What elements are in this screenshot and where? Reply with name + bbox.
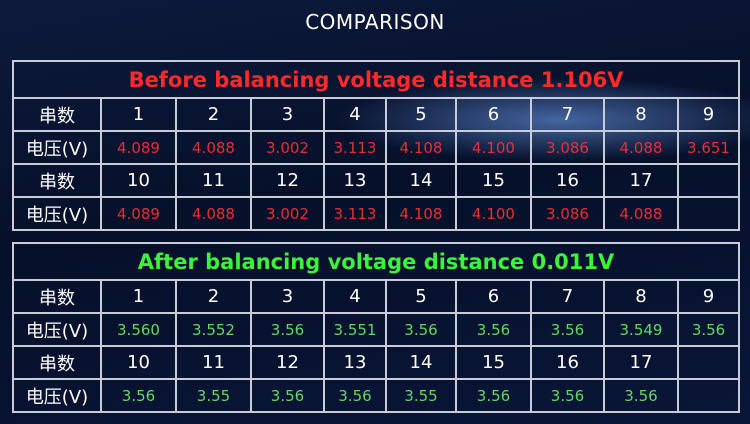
cell-number-cell: 6 — [455, 97, 532, 132]
row-label: 电压(V) — [12, 378, 102, 413]
voltage-cell: 3.56 — [323, 378, 387, 413]
cell-number-cell: 15 — [455, 163, 532, 198]
row-label: 串数 — [12, 345, 102, 380]
cell-number-cell: 13 — [323, 163, 387, 198]
voltage-cell: 3.086 — [530, 196, 605, 231]
voltage-cell: 3.56 — [250, 378, 325, 413]
cell-number-cell: 15 — [455, 345, 532, 380]
table-row: 串数 1 2 3 4 5 6 7 8 9 — [12, 279, 741, 314]
table-row: 电压(V) 4.089 4.088 3.002 3.113 4.108 4.100 3.086… — [12, 196, 740, 231]
voltage-cell: 3.560 — [100, 312, 177, 347]
cell-number-cell: 11 — [175, 163, 252, 198]
voltage-cell: 3.56 — [603, 378, 679, 413]
cell-number-cell: 14 — [385, 345, 457, 380]
cell-number-cell: 17 — [603, 163, 679, 198]
cell-number-cell: 8 — [603, 97, 679, 132]
table-row: 电压(V) 4.089 4.088 3.002 3.113 4.108 4.100 3.086… — [12, 130, 740, 165]
voltage-cell: 3.56 — [385, 312, 457, 347]
heading-row: After balancing voltage distance 0.011V — [11, 242, 741, 281]
voltage-cell: 4.108 — [385, 196, 457, 231]
voltage-cell: 4.108 — [385, 130, 457, 165]
voltage-cell: 4.088 — [603, 130, 679, 165]
cell-number-cell: 10 — [100, 163, 177, 198]
voltage-cell: 3.56 — [455, 312, 532, 347]
voltage-cell: 3.551 — [323, 312, 387, 347]
cell-number-cell: 4 — [323, 279, 387, 314]
voltage-cell: 3.002 — [250, 130, 325, 165]
cell-number-cell: 8 — [603, 279, 679, 314]
cell-number-cell: 3 — [250, 97, 325, 132]
row-label: 电压(V) — [12, 196, 102, 231]
voltage-cell: 3.56 — [530, 312, 605, 347]
cell-number-cell: 16 — [530, 163, 605, 198]
cell-number-cell: 16 — [530, 345, 605, 380]
voltage-cell: 3.651 — [677, 130, 740, 165]
empty-cell — [676, 378, 741, 413]
voltage-cell: 3.113 — [323, 130, 387, 165]
voltage-cell: 4.088 — [175, 196, 252, 231]
cell-number-cell: 5 — [385, 279, 457, 314]
cell-number-cell: 17 — [603, 345, 679, 380]
row-label: 串数 — [12, 279, 102, 314]
voltage-cell: 3.56 — [250, 312, 325, 347]
voltage-cell: 3.549 — [603, 312, 679, 347]
cell-number-cell: 7 — [530, 279, 605, 314]
table-row: 串数 1 2 3 4 5 6 7 8 9 — [12, 97, 740, 132]
cell-number-cell: 2 — [175, 279, 252, 314]
voltage-cell: 3.56 — [676, 312, 741, 347]
cell-number-cell: 14 — [385, 163, 457, 198]
voltage-cell: 3.56 — [100, 378, 177, 413]
cell-number-cell: 6 — [455, 279, 532, 314]
table-row: 电压(V) 3.56 3.55 3.56 3.56 3.55 3.56 3.56 3.56 — [12, 378, 741, 413]
voltage-cell: 4.088 — [603, 196, 679, 231]
voltage-cell: 3.55 — [385, 378, 457, 413]
empty-cell — [677, 196, 740, 231]
empty-cell — [677, 163, 740, 198]
heading-row: Before balancing voltage distance 1.106V — [12, 60, 740, 99]
comparison-table: Before balancing voltage distance 1.106V… — [12, 60, 740, 231]
cell-number-cell: 1 — [100, 97, 177, 132]
voltage-cell: 3.56 — [455, 378, 532, 413]
voltage-cell: 3.086 — [530, 130, 605, 165]
empty-cell — [676, 345, 741, 380]
title: COMPARISON — [305, 10, 445, 34]
cell-number-cell: 7 — [530, 97, 605, 132]
comparison-table: After balancing voltage distance 0.011V 串… — [11, 242, 741, 413]
table-heading: Before balancing voltage distance 1.106V — [12, 60, 740, 99]
cell-number-cell: 10 — [100, 345, 177, 380]
cell-number-cell: 5 — [385, 97, 457, 132]
row-label: 串数 — [12, 163, 102, 198]
voltage-cell: 4.088 — [175, 130, 252, 165]
voltage-cell: 3.56 — [530, 378, 605, 413]
cell-number-cell: 9 — [677, 97, 740, 132]
table-heading: After balancing voltage distance 0.011V — [11, 242, 741, 281]
voltage-cell: 4.089 — [100, 130, 177, 165]
cell-number-cell: 2 — [175, 97, 252, 132]
cell-number-cell: 12 — [250, 163, 325, 198]
voltage-cell: 3.113 — [323, 196, 387, 231]
voltage-cell: 3.002 — [250, 196, 325, 231]
cell-number-cell: 11 — [175, 345, 252, 380]
table-row: 电压(V) 3.560 3.552 3.56 3.551 3.56 3.56 3.56 3.54… — [12, 312, 741, 347]
voltage-cell: 4.100 — [455, 130, 532, 165]
cell-number-cell: 4 — [323, 97, 387, 132]
cell-number-cell: 13 — [323, 345, 387, 380]
row-label: 电压(V) — [12, 312, 102, 347]
table-row: 串数 10 11 12 13 14 15 16 17 — [12, 345, 741, 380]
row-label: 电压(V) — [12, 130, 102, 165]
cell-number-cell: 1 — [100, 279, 177, 314]
voltage-cell: 4.100 — [455, 196, 532, 231]
voltage-cell: 3.552 — [175, 312, 252, 347]
table-row: 串数 10 11 12 13 14 15 16 17 — [12, 163, 740, 198]
voltage-cell: 3.55 — [175, 378, 252, 413]
cell-number-cell: 3 — [250, 279, 325, 314]
cell-number-cell: 12 — [250, 345, 325, 380]
cell-number-cell: 9 — [676, 279, 741, 314]
voltage-cell: 4.089 — [100, 196, 177, 231]
row-label: 串数 — [12, 97, 102, 132]
